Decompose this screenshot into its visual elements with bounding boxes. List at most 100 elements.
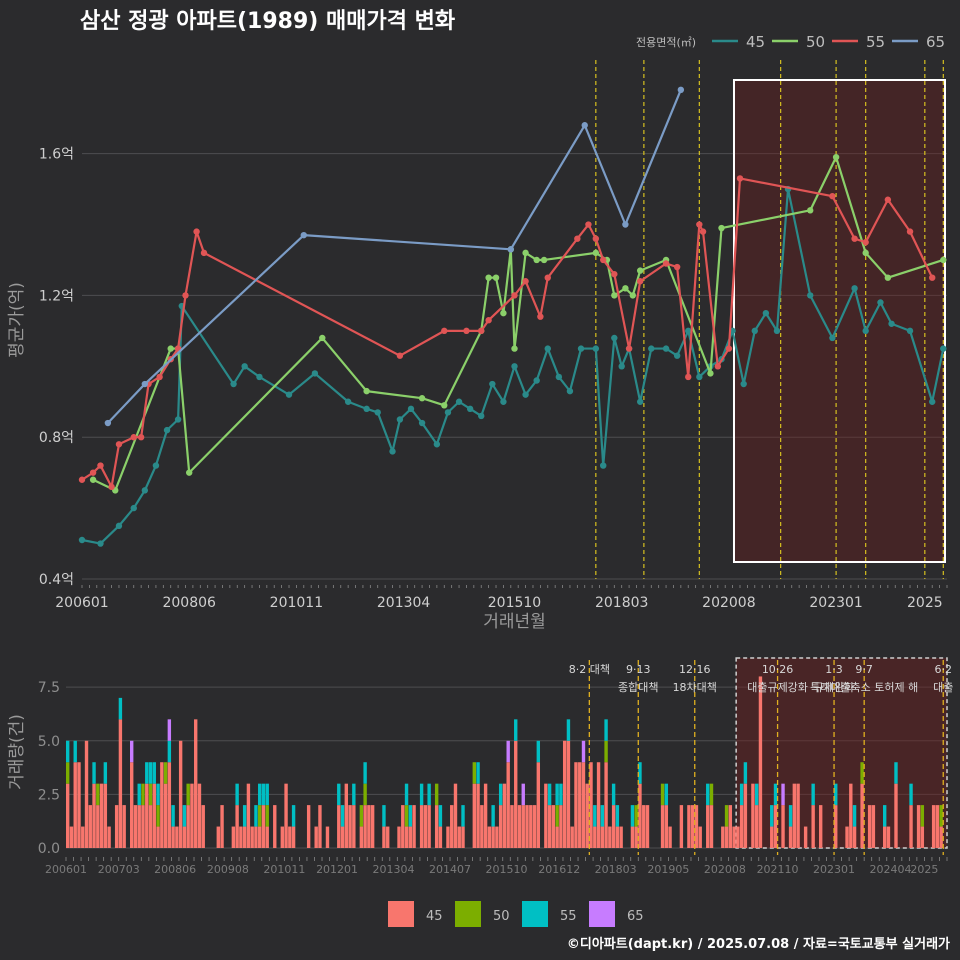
data-point-45: [807, 292, 814, 299]
volume-bar-45: [167, 762, 172, 848]
volume-bar-45: [182, 826, 187, 848]
data-point-55: [97, 462, 104, 469]
volume-bar-45: [178, 740, 183, 848]
volume-bar-45: [148, 805, 153, 848]
volume-bar-45: [288, 826, 292, 848]
volume-bar-45: [615, 826, 620, 848]
policy-sublabel: 종합대책: [618, 681, 658, 694]
data-point-45: [662, 345, 670, 352]
volume-bar-45: [69, 826, 74, 848]
x-tick-label: 201201: [316, 863, 358, 876]
volume-bar-50: [96, 783, 100, 806]
volume-bar-55: [754, 783, 759, 806]
legend-label-45: 45: [426, 909, 443, 924]
volume-bar-45: [630, 826, 635, 848]
data-point-50: [807, 207, 814, 214]
volume-bar-45: [325, 826, 330, 848]
volume-bar-55: [103, 762, 108, 784]
volume-bar-55: [363, 762, 367, 784]
volume-bar-45: [920, 826, 925, 848]
data-point-45: [115, 522, 123, 530]
volume-bar-45: [359, 826, 364, 848]
volume-bar-50: [724, 805, 729, 827]
volume-bar-45: [736, 826, 740, 848]
volume-bar-55: [498, 783, 503, 806]
volume-bar-55: [739, 783, 744, 806]
volume-bar-55: [340, 805, 345, 827]
volume-bar-55: [604, 719, 608, 741]
volume-bar-45: [754, 805, 759, 848]
volume-bar-45: [156, 826, 160, 848]
data-point-45: [285, 391, 293, 398]
data-point-55: [736, 175, 744, 182]
volume-bar-45: [450, 805, 454, 848]
volume-bar-45: [532, 805, 537, 848]
x-tick-label: 201304: [377, 595, 431, 611]
volume-bar-45: [197, 783, 202, 848]
data-point-45: [906, 327, 914, 335]
data-point-45: [773, 327, 781, 335]
policy-sublabel: 18차대책: [673, 681, 717, 694]
data-point-45: [311, 370, 319, 377]
x-tick-label: 201407: [429, 863, 471, 876]
policy-label: 6·2: [934, 663, 952, 676]
volume-bar-50: [604, 740, 608, 763]
volume-bar-45: [96, 805, 100, 848]
data-point-45: [478, 412, 485, 420]
volume-bar-55: [536, 740, 541, 763]
data-point-55: [193, 228, 200, 235]
volume-bar-55: [664, 783, 669, 806]
policy-label: 9·7: [855, 663, 873, 676]
data-point-55: [89, 469, 97, 476]
volume-bar-45: [231, 826, 236, 848]
volume-bar-55: [148, 762, 153, 784]
data-point-45: [374, 409, 381, 416]
volume-bar-55: [600, 805, 605, 827]
volume-bar-45: [608, 826, 612, 848]
data-point-45: [78, 536, 86, 544]
volume-bar-45: [668, 826, 672, 848]
volume-bar-45: [773, 805, 778, 848]
legend-label-45: 45: [746, 33, 765, 51]
data-point-55: [137, 434, 145, 441]
volume-bar-45: [781, 805, 785, 848]
volume-bar-45: [593, 826, 597, 848]
x-tick-label: 201612: [538, 863, 580, 876]
volume-bar-55: [152, 762, 156, 784]
x-tick-label: 200806: [154, 863, 196, 876]
volume-bar-45: [122, 805, 126, 848]
volume-bar-45: [788, 826, 793, 848]
data-point-45: [444, 409, 452, 416]
data-point-55: [673, 263, 681, 271]
volume-bar-45: [363, 805, 367, 848]
data-point-45: [851, 285, 858, 292]
data-point-55: [115, 441, 123, 448]
volume-bar-45: [525, 805, 529, 848]
volume-bar-45: [99, 783, 104, 848]
volume-bar-45: [88, 805, 92, 848]
volume-bar-45: [367, 805, 371, 848]
volume-bar-45: [751, 783, 755, 848]
data-point-45: [141, 487, 149, 494]
data-point-55: [537, 313, 544, 320]
data-point-50: [533, 256, 540, 264]
volume-bar-45: [370, 805, 375, 848]
volume-bar-45: [642, 805, 646, 848]
volume-bar-45: [190, 783, 194, 848]
volume-bar-45: [845, 826, 849, 848]
volume-bar-45: [201, 805, 205, 848]
data-point-65: [300, 231, 307, 239]
volume-bar-45: [559, 805, 563, 848]
data-point-50: [940, 256, 947, 264]
data-point-50: [629, 292, 636, 299]
data-point-45: [929, 398, 936, 405]
volume-bar-45: [935, 805, 940, 848]
x-tick-label: 200908: [207, 863, 249, 876]
volume-bar-50: [359, 805, 364, 827]
volume-bar-55: [547, 783, 552, 806]
volume-bar-50: [709, 783, 714, 806]
volume-bar-45: [585, 783, 589, 848]
volume-bar-45: [77, 762, 81, 848]
data-point-45: [363, 405, 370, 413]
volume-bar-45: [728, 805, 733, 848]
